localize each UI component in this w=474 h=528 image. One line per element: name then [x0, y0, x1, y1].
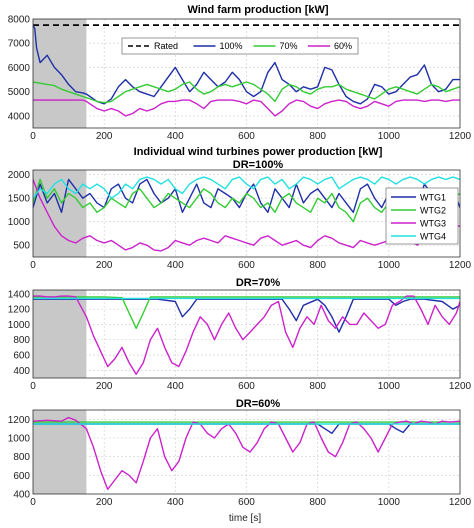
- shaded-region: [33, 290, 87, 378]
- legend-label: WTG2: [420, 206, 446, 216]
- axes-box: [32, 409, 461, 495]
- x-tick-label: 200: [96, 497, 113, 508]
- legend-label: 70%: [280, 41, 298, 51]
- series-wtg4: [33, 176, 460, 199]
- y-tick-label: 1000: [8, 320, 31, 331]
- x-tick-label: 1200: [449, 260, 472, 271]
- y-tick-label: 400: [13, 366, 30, 377]
- x-tick-label: 400: [167, 497, 184, 508]
- series-70pct: [33, 81, 460, 104]
- x-tick-label: 200: [96, 260, 113, 271]
- y-tick-label: 500: [13, 241, 30, 252]
- y-tick-label: 1000: [8, 434, 31, 445]
- panel-dr70: 0 200 400 600 800 1000 1200 400 600 800 1000 1200 14…: [8, 289, 472, 392]
- legend-label: 60%: [334, 41, 352, 51]
- x-tick-label: 1000: [378, 381, 401, 392]
- x-tick-label: 400: [167, 260, 184, 271]
- y-tick-label: 6000: [8, 63, 31, 74]
- y-tick-label: 5000: [8, 87, 31, 98]
- legend-label: 100%: [220, 41, 243, 51]
- y-tick-label: 8000: [8, 15, 31, 26]
- x-tick-label: 1000: [378, 497, 401, 508]
- x-tick-label: 800: [309, 381, 326, 392]
- panel2-subtitle: DR=100%: [233, 159, 284, 171]
- legend: [121, 37, 359, 55]
- x-tick-label: 600: [238, 260, 255, 271]
- axes-box: [32, 169, 461, 258]
- panel-dr100: 0 200 400 600 800 1000 1200 500 1000 1500 2000 WTG1…: [8, 169, 472, 271]
- series-wtg3: [33, 295, 460, 375]
- y-tick-label: 1200: [8, 305, 31, 316]
- y-tick-label: 600: [13, 471, 30, 482]
- x-tick-label: 0: [30, 260, 36, 271]
- x-axis-label: time [s]: [229, 513, 261, 524]
- x-tick-label: 1000: [378, 260, 401, 271]
- y-tick-label: 1200: [8, 415, 31, 426]
- panel3-title: DR=70%: [236, 277, 281, 289]
- x-tick-label: 400: [167, 381, 184, 392]
- panel-dr60: 0 200 400 600 800 1000 1200 400 600 800 1000 1200: [8, 409, 472, 508]
- x-tick-label: 1200: [449, 497, 472, 508]
- x-tick-label: 1000: [378, 131, 401, 142]
- x-tick-label: 600: [238, 381, 255, 392]
- y-tick-label: 7000: [8, 39, 31, 50]
- x-tick-label: 600: [238, 497, 255, 508]
- series-60pct: [33, 99, 460, 117]
- y-tick-label: 600: [13, 351, 30, 362]
- x-tick-label: 600: [238, 131, 255, 142]
- axes-box: [32, 18, 461, 129]
- y-tick-label: 4000: [8, 111, 31, 122]
- panel-wind-farm: 0 200 400 600 800 1000 1200 4000 5000 6000 7000 800…: [8, 15, 472, 143]
- series-100pct: [33, 24, 460, 105]
- x-tick-label: 400: [167, 131, 184, 142]
- y-tick-label: 2000: [8, 170, 31, 181]
- x-tick-label: 0: [30, 381, 36, 392]
- panel4-title: DR=60%: [236, 398, 281, 410]
- x-tick-label: 200: [96, 131, 113, 142]
- y-tick-label: 800: [13, 452, 30, 463]
- y-tick-label: 1500: [8, 194, 31, 205]
- x-tick-label: 0: [30, 497, 36, 508]
- x-tick-label: 800: [309, 497, 326, 508]
- y-tick-label: 1000: [8, 217, 31, 228]
- axes-box: [32, 289, 461, 379]
- x-tick-label: 0: [30, 131, 36, 142]
- y-tick-label: 1400: [8, 289, 31, 300]
- series-wtg2: [33, 296, 460, 329]
- y-tick-label: 400: [13, 490, 30, 501]
- x-tick-label: 1200: [449, 131, 472, 142]
- x-tick-label: 200: [96, 381, 113, 392]
- panel2-title: Individual wind turbines power productio…: [134, 146, 383, 158]
- panel1-title: Wind farm production [kW]: [187, 4, 328, 16]
- legend-label: WTG4: [420, 232, 446, 242]
- legend-label: WTG1: [420, 193, 446, 203]
- x-tick-label: 800: [309, 131, 326, 142]
- y-tick-label: 800: [13, 335, 30, 346]
- x-tick-label: 1200: [449, 381, 472, 392]
- series-wtg3: [33, 416, 460, 490]
- legend-label: Rated: [154, 41, 178, 51]
- x-tick-label: 800: [309, 260, 326, 271]
- legend-label: WTG3: [420, 219, 446, 229]
